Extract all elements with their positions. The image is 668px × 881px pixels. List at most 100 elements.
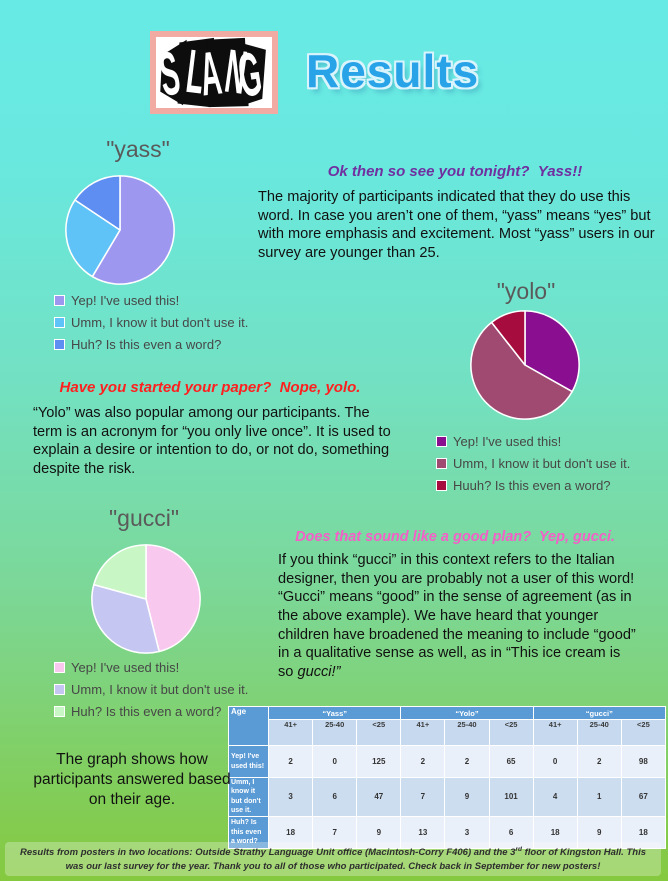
table-row-label: Yep! I've used this! [227, 745, 270, 778]
table-group-header: “Yolo” [400, 706, 534, 720]
table-age-col-header: 25-40 [444, 719, 490, 746]
legend-label: Umm, I know it but don't use it. [71, 315, 249, 330]
table-cell: 0 [532, 745, 578, 778]
results-table: Age “Yass” “Yolo” “gucci” 41+ 25-40 <25 41+ 25-4… [227, 706, 667, 849]
gucci-legend: Yep! I've used this! Umm, I know it but d… [54, 660, 248, 726]
gucci-tagline: Does that sound like a good plan? Yep, g… [265, 529, 645, 545]
legend-label: Huh? Is this even a word? [71, 704, 222, 719]
page-title: Results [306, 45, 480, 97]
legend-swatch [54, 295, 65, 306]
table-cell: 18 [532, 815, 578, 849]
legend-swatch [54, 317, 65, 328]
table-cell: 6 [312, 777, 358, 817]
footer-part1: Results from posters in two locations: O… [19, 847, 516, 859]
legend-item: Huh? Is this even a word? [54, 704, 248, 719]
table-age-col-header: 41+ [268, 719, 314, 746]
yass-legend: Yep! I've used this! Umm, I know it but d… [54, 293, 248, 359]
yolo-tagline: Have you started your paper? Nope, yolo. [25, 379, 395, 396]
legend-item: Umm, I know it but don't use it. [54, 315, 248, 330]
table-age-col-header: 41+ [400, 719, 446, 746]
footer-part2: floor of Kingston Hall. This was our las… [65, 847, 646, 872]
legend-label: Umm, I know it but don't use it. [71, 682, 249, 697]
legend-item: Umm, I know it but don't use it. [54, 682, 248, 697]
table-cell: 18 [268, 815, 314, 849]
table-cell: 3 [444, 815, 490, 849]
yolo-tagline-question: Have you started your paper? Nope, [59, 379, 326, 396]
yolo-tagline-answer: yolo. [325, 379, 361, 396]
table-age-col-header: <25 [620, 719, 667, 746]
table-group-header: “Yass” [268, 706, 402, 720]
table-cell: 2 [576, 745, 622, 778]
gucci-body-text: If you think “gucci” in this context ref… [278, 552, 636, 681]
table-cell: 9 [444, 777, 490, 817]
table-cell: 3 [268, 777, 314, 817]
yass-pie-chart [65, 175, 175, 285]
legend-label: Umm, I know it but don't use it. [453, 456, 631, 471]
table-cell: 7 [400, 777, 446, 817]
pie-slice [74, 175, 121, 231]
legend-item: Umm, I know it but don't use it. [436, 456, 630, 471]
table-caption: The graph shows how participants answere… [33, 751, 231, 809]
table-row: Yep! I've used this! 2 0 125 2 2 65 0 2 98 [227, 745, 667, 778]
table-age-col-header: <25 [488, 719, 534, 746]
yolo-pie-chart [470, 310, 580, 420]
yass-chart-title: "yass" [106, 136, 170, 162]
legend-label: Yep! I've used this! [453, 434, 562, 449]
table-age-col-header: <25 [356, 719, 402, 746]
table-cell: 2 [268, 745, 314, 778]
table-cell: 9 [576, 815, 622, 849]
yolo-body-text: “Yolo” was also popular among our partic… [33, 405, 391, 478]
table-row-label: Umm, I know it but don't use it. [227, 777, 270, 817]
table-cell: 18 [620, 815, 667, 849]
slang-logo: S L A N G [150, 31, 278, 114]
yass-body: The majority of participants indicated t… [258, 188, 657, 263]
table-cell: 47 [356, 777, 402, 817]
gucci-pie-chart [91, 544, 201, 654]
table-cell: 6 [488, 815, 534, 849]
pie-slice [470, 321, 573, 420]
legend-label: Yep! I've used this! [71, 660, 180, 675]
table-age-col-header: 25-40 [576, 719, 622, 746]
table-row: Umm, I know it but don't use it. 3 6 47 7 9 10… [227, 777, 667, 817]
table-cell: 1 [576, 777, 622, 817]
gucci-body-em: gucci!” [297, 664, 341, 681]
slang-logo-art: S L A N G [156, 38, 266, 108]
legend-swatch [54, 706, 65, 717]
table-cell: 0 [312, 745, 358, 778]
pie-slice [91, 583, 160, 654]
legend-item: Huh? Is this even a word? [54, 337, 248, 352]
table-age-header: Age [227, 706, 270, 746]
table-cell: 125 [356, 745, 402, 778]
legend-label: Huh? Is this even a word? [71, 337, 222, 352]
yass-tagline-answer: Yass!! [537, 163, 583, 180]
gucci-tagline-answer: gucci. [573, 529, 615, 545]
gucci-body: If you think “gucci” in this context ref… [278, 551, 638, 682]
table-age-col-header: 25-40 [312, 719, 358, 746]
pie-slice [93, 544, 147, 600]
pie-slice [65, 199, 121, 278]
yass-tagline: Ok then so see you tonight? Yass!! [255, 163, 655, 180]
table-row-label: Huh? Is this even a word? [227, 815, 270, 849]
legend-item: Yep! I've used this! [54, 660, 248, 675]
legend-item: Yep! I've used this! [54, 293, 248, 308]
pie-slice [145, 544, 201, 653]
table-cell: 9 [356, 815, 402, 849]
footer-band: Results from posters in two locations: O… [5, 842, 661, 876]
table-cell: 65 [488, 745, 534, 778]
yolo-chart-title: "yolo" [496, 278, 556, 304]
yolo-legend: Yep! I've used this! Umm, I know it but d… [436, 434, 630, 500]
yass-tagline-question: Ok then so see you tonight? [327, 163, 538, 180]
table-cell: 2 [444, 745, 490, 778]
legend-label: Yep! I've used this! [71, 293, 180, 308]
table-row: Huh? Is this even a word? 18 7 9 13 3 6 18 9 18 [227, 815, 667, 849]
legend-swatch [54, 339, 65, 350]
gucci-tagline-question: Does that sound like a good plan? Yep, [295, 529, 574, 545]
table-cell: 2 [400, 745, 446, 778]
legend-swatch [54, 662, 65, 673]
table-cell: 101 [488, 777, 534, 817]
table-cell: 67 [620, 777, 667, 817]
footer-sup: rd [515, 846, 522, 854]
footer-text: Results from posters in two locations: O… [5, 845, 661, 873]
legend-swatch [436, 436, 447, 447]
